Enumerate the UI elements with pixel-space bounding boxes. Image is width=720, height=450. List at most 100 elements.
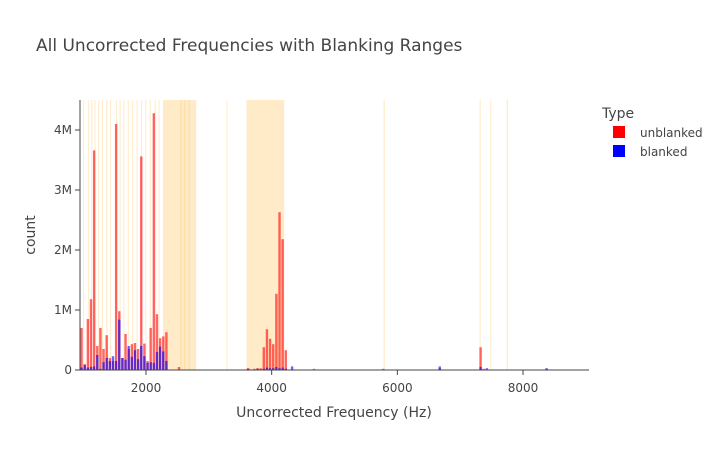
bar-blanked[interactable]	[438, 366, 441, 370]
legend-label-blanked[interactable]: blanked	[640, 145, 687, 159]
blanking-range	[479, 100, 481, 370]
legend-swatch-unblanked[interactable]	[613, 126, 625, 138]
y-tick-label: 2M	[54, 243, 72, 257]
bar-blanked[interactable]	[133, 350, 137, 370]
bar-blanked[interactable]	[108, 361, 112, 370]
blanking-range	[162, 100, 180, 370]
bar-unblanked[interactable]	[278, 212, 281, 370]
bar-blanked[interactable]	[96, 355, 99, 370]
bar-unblanked[interactable]	[253, 368, 256, 370]
bar-unblanked[interactable]	[262, 347, 265, 370]
bar-blanked[interactable]	[149, 362, 152, 370]
x-tick-label: 8000	[508, 381, 539, 395]
bar-unblanked[interactable]	[265, 329, 269, 370]
bar-unblanked[interactable]	[92, 150, 96, 370]
bar-blanked[interactable]	[136, 359, 140, 370]
bar-unblanked[interactable]	[152, 113, 156, 370]
blanking-range	[184, 100, 186, 370]
y-tick-label: 4M	[54, 123, 72, 137]
bar-blanked[interactable]	[140, 346, 143, 370]
bar-blanked[interactable]	[80, 367, 83, 370]
blanking-range	[271, 100, 277, 370]
bar-unblanked[interactable]	[89, 299, 93, 370]
bar-blanked[interactable]	[114, 361, 118, 370]
bar-blanked[interactable]	[146, 362, 149, 370]
bar-blanked[interactable]	[92, 366, 96, 370]
blanking-range	[226, 100, 228, 370]
bar-blanked[interactable]	[281, 367, 284, 370]
bar-unblanked[interactable]	[80, 328, 83, 370]
bar-blanked[interactable]	[278, 368, 281, 370]
bar-blanked[interactable]	[284, 368, 287, 370]
bar-unblanked[interactable]	[124, 334, 127, 370]
bar-blanked[interactable]	[162, 351, 165, 370]
bar-unblanked[interactable]	[155, 314, 159, 370]
bar-unblanked[interactable]	[268, 338, 272, 370]
bars	[80, 113, 548, 370]
legend: Type unblanked blanked	[601, 106, 703, 159]
legend-title: Type	[601, 106, 634, 122]
bar-blanked[interactable]	[158, 346, 162, 370]
bar-unblanked[interactable]	[479, 347, 482, 370]
bar-blanked[interactable]	[155, 352, 159, 370]
bar-blanked[interactable]	[143, 356, 146, 370]
blanking-range	[101, 100, 103, 370]
bar-blanked[interactable]	[83, 365, 86, 370]
bar-blanked[interactable]	[545, 368, 548, 370]
legend-label-unblanked[interactable]: unblanked	[640, 126, 703, 140]
bar-blanked[interactable]	[290, 366, 294, 370]
bar-blanked[interactable]	[86, 367, 90, 370]
bar-unblanked[interactable]	[281, 239, 284, 370]
bar-blanked[interactable]	[268, 368, 272, 370]
blanking-range	[123, 100, 125, 370]
bar-unblanked[interactable]	[105, 335, 108, 370]
blanking-range	[506, 100, 508, 370]
blanking-range	[119, 100, 121, 370]
bar-blanked[interactable]	[265, 367, 269, 370]
bar-blanked[interactable]	[275, 367, 278, 370]
bar-blanked[interactable]	[272, 368, 275, 370]
blanking-range	[127, 100, 129, 370]
bar-blanked[interactable]	[130, 356, 134, 370]
bar-unblanked[interactable]	[149, 328, 152, 370]
bar-blanked[interactable]	[256, 368, 259, 370]
blanking-range	[88, 100, 90, 370]
bar-unblanked[interactable]	[177, 367, 181, 370]
bar-blanked[interactable]	[118, 319, 121, 370]
y-axis-title: count	[23, 215, 39, 255]
bar-blanked[interactable]	[121, 358, 124, 370]
bar-unblanked[interactable]	[114, 124, 118, 370]
bar-unblanked[interactable]	[482, 368, 485, 370]
bar-blanked[interactable]	[262, 368, 265, 370]
legend-swatch-blanked[interactable]	[613, 145, 625, 157]
y-tick-label: 1M	[54, 303, 72, 317]
bar-blanked[interactable]	[102, 362, 105, 370]
bar-blanked[interactable]	[479, 367, 482, 370]
bar-unblanked[interactable]	[259, 368, 262, 370]
bar-unblanked[interactable]	[382, 368, 385, 370]
bar-blanked[interactable]	[111, 356, 115, 370]
bar-unblanked[interactable]	[272, 344, 275, 370]
bar-unblanked[interactable]	[140, 156, 143, 370]
bar-blanked[interactable]	[105, 358, 108, 370]
bar-blanked[interactable]	[485, 368, 489, 370]
blanking-range	[279, 100, 285, 370]
bar-unblanked[interactable]	[165, 332, 168, 370]
bar-blanked[interactable]	[89, 367, 93, 370]
bar-blanked[interactable]	[152, 362, 156, 370]
bar-unblanked[interactable]	[312, 368, 316, 370]
bar-unblanked[interactable]	[99, 328, 102, 370]
bar-blanked[interactable]	[124, 359, 127, 370]
bar-blanked[interactable]	[246, 368, 250, 370]
bar-blanked[interactable]	[99, 368, 102, 370]
bar-blanked[interactable]	[127, 346, 130, 370]
bar-unblanked[interactable]	[284, 350, 287, 370]
bar-unblanked[interactable]	[102, 349, 105, 370]
blanking-range	[132, 100, 134, 370]
bar-unblanked[interactable]	[86, 319, 90, 370]
blanking-ranges	[83, 100, 508, 370]
blanking-range	[110, 100, 112, 370]
bar-blanked[interactable]	[165, 361, 168, 370]
bar-unblanked[interactable]	[275, 293, 278, 370]
